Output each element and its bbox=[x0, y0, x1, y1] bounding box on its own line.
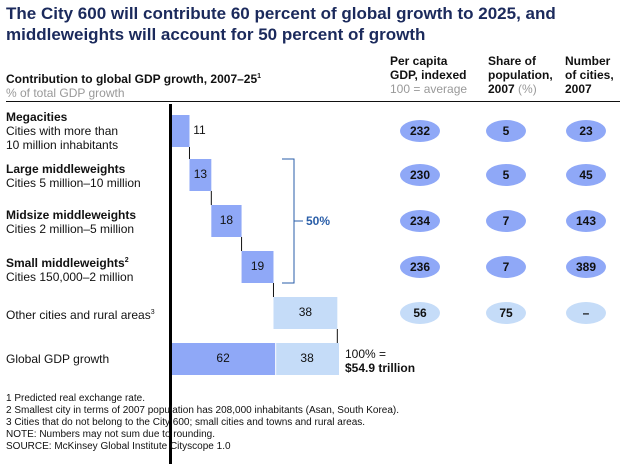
table-value: 45 bbox=[579, 168, 593, 182]
bar-value-label: 19 bbox=[251, 259, 265, 273]
bracket-label: 50% bbox=[306, 214, 330, 228]
bar-0 bbox=[171, 115, 190, 147]
bar-value-label: 13 bbox=[194, 167, 208, 181]
col-header-number: Number of cities, 2007 bbox=[565, 54, 614, 96]
footnote-marker: 2 bbox=[124, 257, 129, 264]
table-ellipse bbox=[400, 256, 440, 278]
left-header: Contribution to global GDP growth, 2007–… bbox=[6, 70, 261, 100]
table-ellipse bbox=[486, 164, 526, 186]
row-label-small: Small middleweights2 Cities 150,000–2 mi… bbox=[6, 254, 133, 284]
footnotes: 1 Predicted real exchange rate. 2 Smalle… bbox=[6, 393, 399, 453]
source-note: SOURCE: McKinsey Global Institute Citysc… bbox=[6, 441, 231, 452]
table-ellipse bbox=[486, 120, 526, 142]
bar-1 bbox=[189, 159, 212, 191]
table-value: 389 bbox=[576, 260, 596, 274]
row-desc: Cities 2 million–5 million bbox=[6, 222, 135, 236]
col-header-line: GDP, indexed bbox=[390, 68, 467, 82]
bar-3 bbox=[241, 251, 274, 283]
table-ellipse bbox=[486, 302, 526, 324]
bracket bbox=[282, 158, 303, 284]
bar-global-city600 bbox=[171, 343, 276, 375]
row-desc: Other cities and rural areas bbox=[6, 308, 151, 322]
row-desc: 10 million inhabitants bbox=[6, 138, 119, 152]
row-name: Midsize middleweights bbox=[6, 208, 137, 222]
table-value: 236 bbox=[410, 260, 430, 274]
col-header-line: 2007 bbox=[565, 82, 592, 96]
row-label-midsize: Midsize middleweights Cities 2 million–5… bbox=[6, 208, 136, 236]
col-header-sub: 100 = average bbox=[390, 82, 468, 96]
row-desc: Cities 5 million–10 million bbox=[6, 176, 141, 190]
row-name: Large middleweights bbox=[6, 162, 126, 176]
bar-4 bbox=[273, 297, 338, 329]
table-ellipse bbox=[566, 210, 606, 232]
col-header-line: population, bbox=[488, 68, 553, 82]
table-value: 7 bbox=[503, 214, 510, 228]
table-value: 23 bbox=[579, 124, 593, 138]
total-label-line: 100% = bbox=[345, 347, 387, 361]
col-header-line: Number bbox=[565, 54, 611, 68]
table-value: 230 bbox=[410, 168, 430, 182]
footnote-marker: 1 bbox=[257, 73, 262, 80]
row-label-megacities: Megacities Cities with more than 10 mill… bbox=[6, 110, 118, 152]
table-value: 232 bbox=[410, 124, 430, 138]
bar-value-label: 11 bbox=[193, 123, 206, 137]
table-value: 5 bbox=[503, 168, 510, 182]
col-header-line: of cities, bbox=[565, 68, 614, 82]
total-label: 100% = $54.9 trillion bbox=[345, 347, 415, 375]
footnote: 3 Cities that do not belong to the City … bbox=[6, 417, 366, 428]
table-ellipse bbox=[566, 164, 606, 186]
table-ellipse bbox=[566, 256, 606, 278]
table-ellipse bbox=[486, 256, 526, 278]
row-label-large: Large middleweights Cities 5 million–10 … bbox=[6, 162, 141, 190]
table-ellipse bbox=[400, 120, 440, 142]
bar-value-label: 18 bbox=[220, 213, 234, 227]
col-header-line: 2007 bbox=[488, 82, 515, 96]
left-header-subtitle: % of total GDP growth bbox=[6, 86, 125, 100]
footnote: 1 Predicted real exchange rate. bbox=[6, 393, 145, 404]
col-header-share: Share of population, 2007 (%) bbox=[488, 54, 553, 96]
bar-2 bbox=[211, 205, 242, 237]
table-value: 56 bbox=[413, 306, 427, 320]
row-label-other: Other cities and rural areas3 bbox=[6, 306, 155, 322]
row-name: Megacities bbox=[6, 110, 68, 124]
footnote: 2 Smallest city in terms of 2007 populat… bbox=[6, 405, 400, 416]
col-header-line: Per capita bbox=[390, 54, 448, 68]
left-header-title: Contribution to global GDP growth, 2007–… bbox=[6, 72, 258, 86]
footnote-marker: 3 bbox=[150, 309, 155, 316]
table-value: 75 bbox=[499, 306, 513, 320]
footnote: NOTE: Numbers may not sum due to roundin… bbox=[6, 429, 215, 440]
col-header-per-capita: Per capita GDP, indexed 100 = average bbox=[390, 54, 467, 96]
row-desc: Global GDP growth bbox=[6, 352, 110, 366]
col-header-line: Share of bbox=[488, 54, 537, 68]
bar-value-label: 38 bbox=[299, 305, 313, 319]
table-ellipse bbox=[566, 302, 606, 324]
table-ellipse bbox=[486, 210, 526, 232]
axis-line bbox=[169, 104, 172, 464]
table-value: 234 bbox=[410, 214, 430, 228]
table-ellipse bbox=[566, 120, 606, 142]
chart-title: The City 600 will contribute 60 percent … bbox=[6, 4, 556, 44]
table-value: 143 bbox=[576, 214, 596, 228]
bar-global-other bbox=[276, 343, 339, 375]
col-header-sub: (%) bbox=[518, 82, 537, 96]
table-ellipse bbox=[400, 210, 440, 232]
total-label-value: $54.9 trillion bbox=[345, 361, 416, 375]
table-value: 7 bbox=[503, 260, 510, 274]
header-divider bbox=[6, 101, 620, 102]
row-name: Small middleweights bbox=[6, 256, 125, 270]
bar-value-label: 38 bbox=[300, 351, 314, 365]
table-ellipse bbox=[400, 164, 440, 186]
table-value: 5 bbox=[503, 124, 510, 138]
table-ellipse bbox=[400, 302, 440, 324]
row-desc: Cities 150,000–2 million bbox=[6, 270, 134, 284]
row-label-global: Global GDP growth bbox=[6, 352, 109, 366]
table-value: – bbox=[583, 306, 590, 320]
row-desc: Cities with more than bbox=[6, 124, 119, 138]
bar-value-label: 62 bbox=[216, 351, 230, 365]
